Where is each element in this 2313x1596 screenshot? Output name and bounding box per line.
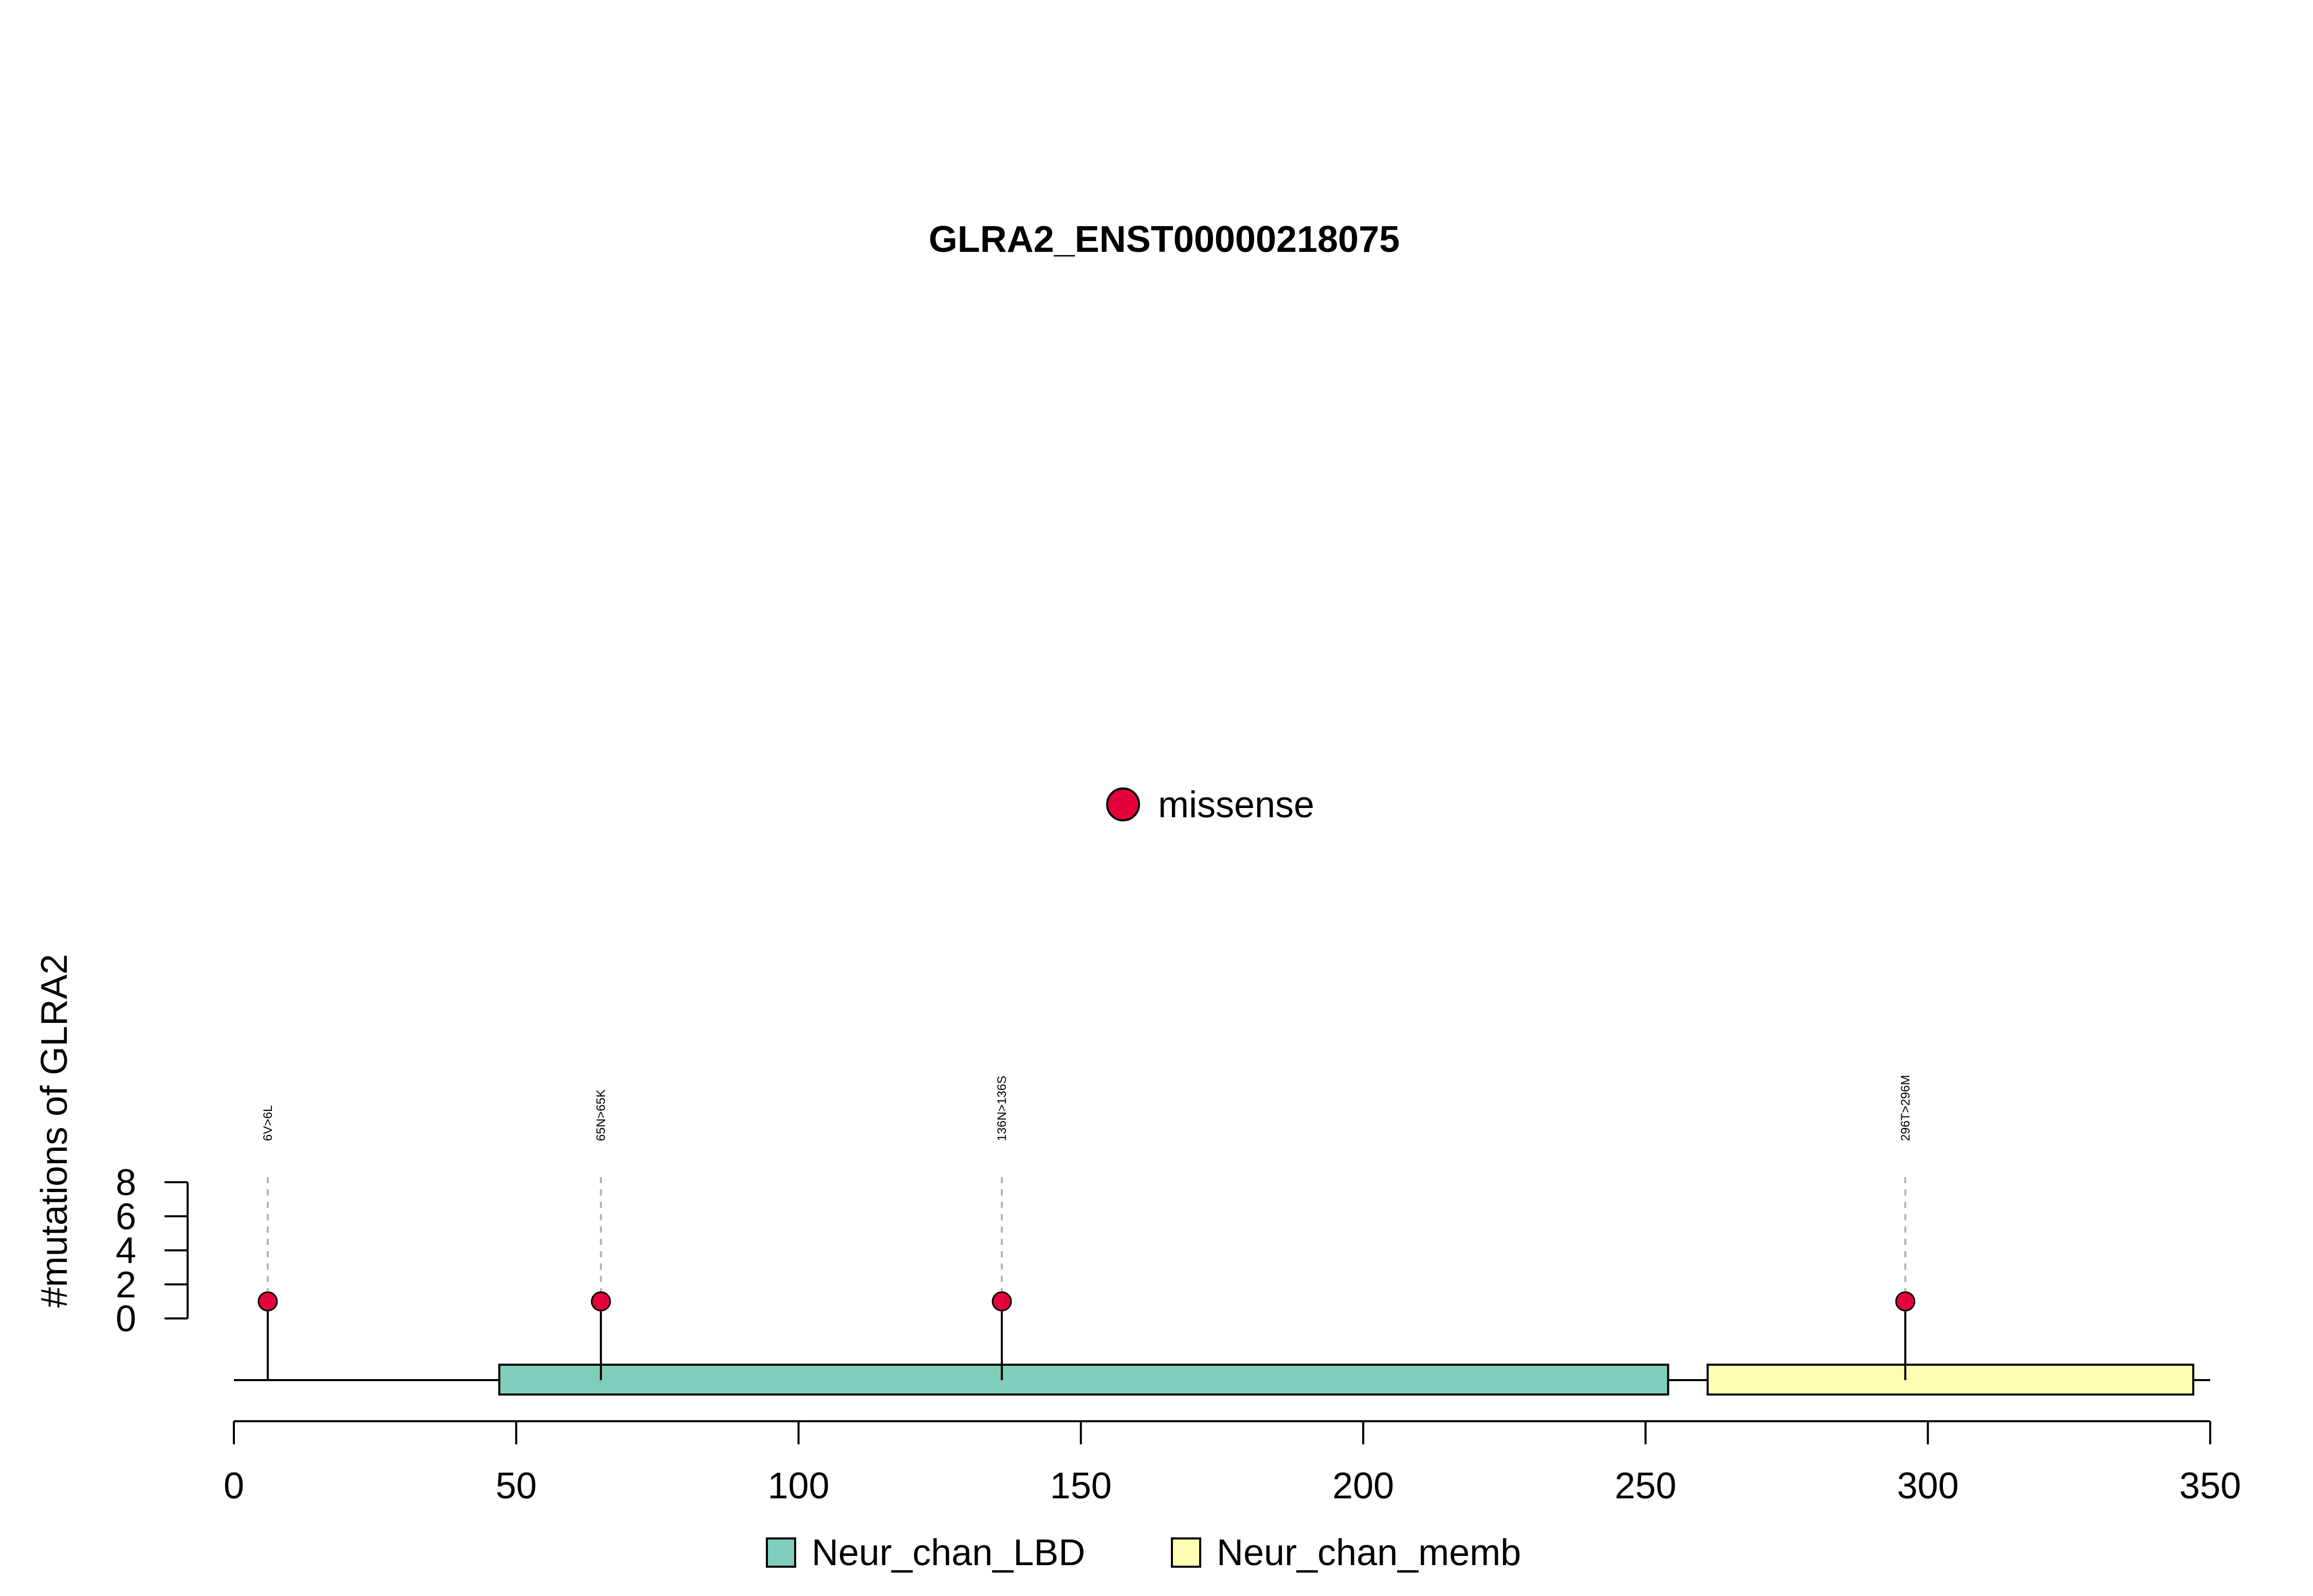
mutation-label: 296T>296M [1899, 1075, 1913, 1141]
mutation-label: 65N>65K [594, 1089, 608, 1141]
domain-legend-swatch [766, 1537, 796, 1568]
x-tick-label: 200 [1332, 1465, 1394, 1507]
mutation-point [258, 1291, 278, 1312]
mutation-label: 136N>136S [995, 1076, 1009, 1141]
x-tick-label: 300 [1897, 1465, 1959, 1507]
mutation-point [992, 1291, 1012, 1312]
domain-boxes [498, 1364, 2195, 1396]
x-axis: 0 50 100 150 200 250 300 350 [224, 1420, 2241, 1507]
y-tick-label: 2 [116, 1264, 136, 1306]
x-tick-label: 100 [768, 1465, 830, 1507]
x-tick-label: 250 [1614, 1465, 1676, 1507]
x-tick-label: 150 [1050, 1465, 1112, 1507]
domain-box [1706, 1364, 2195, 1396]
y-axis-label: #mutations of GLRA2 [34, 954, 75, 1308]
mutation-point [591, 1291, 611, 1312]
y-tick-label: 8 [116, 1162, 136, 1203]
domain-legend-label: Neur_chan_LBD [812, 1532, 1085, 1573]
x-tick-label: 0 [224, 1465, 244, 1507]
mutation-point [1895, 1291, 1916, 1312]
x-tick-label: 50 [495, 1465, 537, 1507]
domain-box [498, 1364, 1669, 1396]
chart-title: GLRA2_ENST00000218075 [929, 219, 1400, 260]
mutation-label: 6V>6L [261, 1105, 275, 1141]
x-tick-label: 350 [2179, 1465, 2241, 1507]
y-tick-label: 0 [116, 1298, 136, 1340]
y-tick-label: 4 [116, 1231, 136, 1272]
mutation-lollipops: 6V>6L 65N>65K 136N>136S 296T>296M [258, 1075, 1916, 1380]
domain-legend: Neur_chan_LBD Neur_chan_memb [766, 1532, 1521, 1573]
mutation-legend-label: missense [1158, 784, 1314, 825]
domain-legend-swatch [1171, 1537, 1201, 1568]
y-tick-label: 6 [116, 1196, 136, 1237]
mutation-legend-marker [1106, 787, 1140, 821]
domain-legend-label: Neur_chan_memb [1217, 1532, 1521, 1573]
mutation-legend: missense [1106, 784, 1314, 825]
